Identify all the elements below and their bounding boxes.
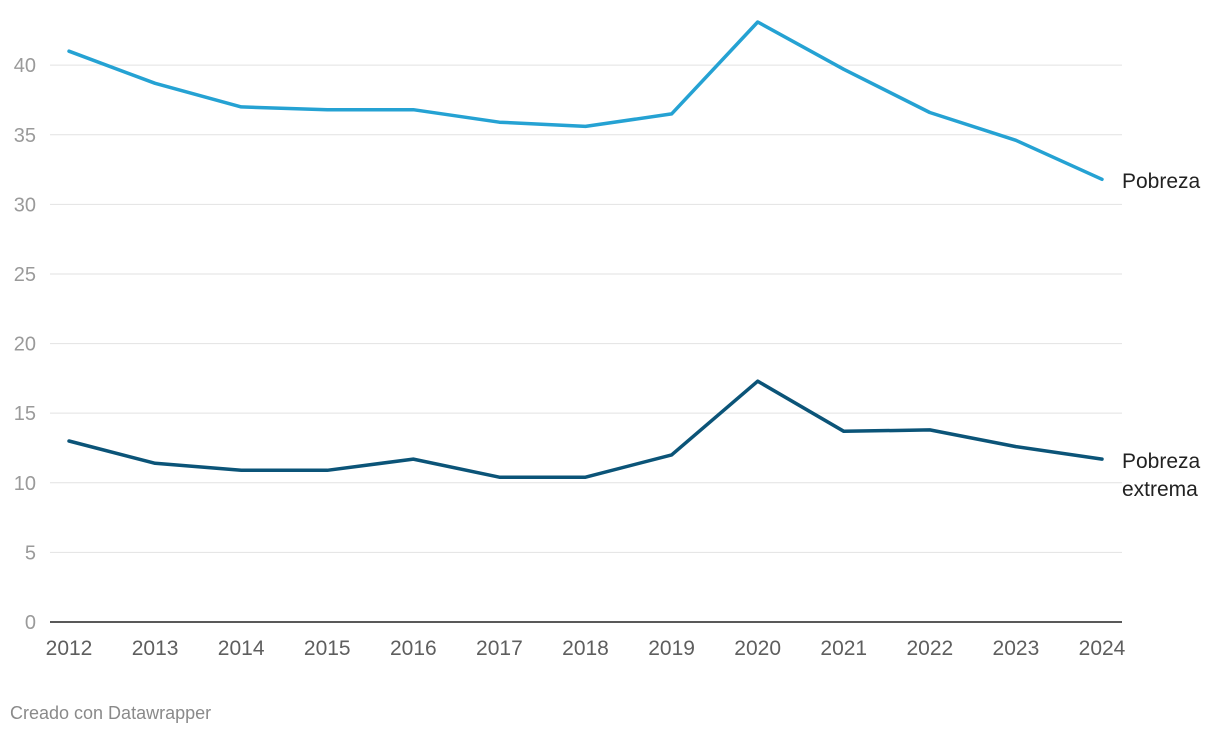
series-lines [67, 20, 1104, 479]
y-tick-label: 25 [14, 264, 36, 286]
x-tick-label: 2018 [562, 637, 609, 660]
x-tick-label: 2017 [476, 637, 523, 660]
x-tick-label: 2020 [734, 637, 781, 660]
x-tick-label: 2013 [132, 637, 179, 660]
x-tick-label: 2012 [46, 637, 93, 660]
y-tick-label: 35 [14, 125, 36, 147]
chart-credit: Creado con Datawrapper [10, 703, 212, 723]
gridlines [50, 64, 1122, 623]
x-tick-label: 2016 [390, 637, 437, 660]
x-tick-label: 2022 [906, 637, 953, 660]
y-tick-label: 15 [14, 403, 36, 425]
y-tick-label: 10 [14, 473, 36, 495]
x-tick-label: 2019 [648, 637, 695, 660]
y-tick-label: 30 [14, 194, 36, 216]
y-tick-label: 40 [14, 55, 36, 77]
x-tick-label: 2015 [304, 637, 351, 660]
series-label-pobreza-extrema: Pobreza extrema [1122, 450, 1201, 501]
series-line-pobreza [67, 20, 1104, 182]
x-tick-label: 2014 [218, 637, 265, 660]
y-axis: 0 5 10 15 20 25 30 35 40 [14, 55, 36, 634]
y-tick-label: 5 [25, 542, 36, 564]
y-tick-label: 20 [14, 334, 36, 356]
x-tick-label: 2023 [993, 637, 1040, 660]
x-tick-label: 2024 [1079, 637, 1126, 660]
y-tick-label: 0 [25, 612, 36, 634]
series-line-pobreza-extrema [67, 379, 1104, 479]
series-labels: Pobreza Pobreza extrema [1122, 170, 1201, 501]
x-tick-label: 2021 [820, 637, 867, 660]
series-label-pobreza: Pobreza [1122, 170, 1201, 193]
x-axis: 2012 2013 2014 2015 2016 2017 2018 2019 2020 2021… [46, 637, 1126, 660]
